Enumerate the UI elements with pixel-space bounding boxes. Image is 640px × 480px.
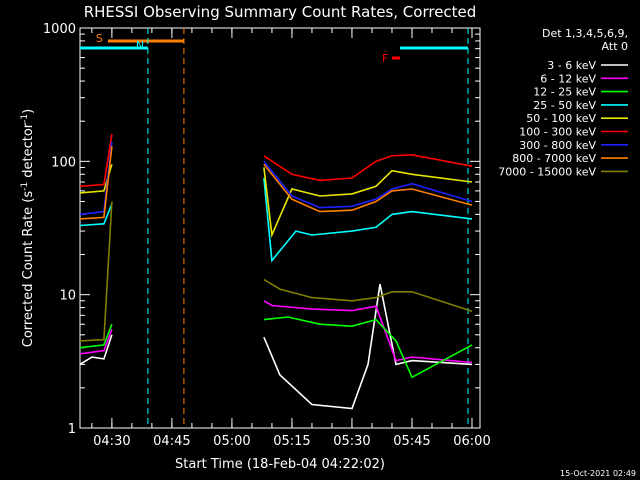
legend-entry-label: 25 - 50 keV <box>533 99 596 112</box>
y-axis-label-main: Corrected Count Rate (s <box>21 191 36 348</box>
series-line <box>263 300 473 364</box>
legend-entry-label: 100 - 300 keV <box>519 126 596 139</box>
chart-title: RHESSI Observing Summary Count Rates, Co… <box>84 3 477 21</box>
legend-entry-label: 3 - 6 keV <box>547 59 596 72</box>
legend-entry-label: 6 - 12 keV <box>540 72 596 85</box>
plot-layer: 1 10 100 1000 04:30 04:45 05:00 05:15 05:30 05:45… <box>43 22 491 449</box>
y-tick-label: 10 <box>59 289 76 304</box>
marker-label: N <box>136 39 144 52</box>
legend-entry-label: 800 - 7000 keV <box>512 152 596 165</box>
legend-header: Det 1,3,4,5,6,9, Att 0 <box>542 27 628 53</box>
x-tick-label: 04:30 <box>93 434 130 449</box>
y-axis-label: Corrected Count Rate (s-1 detector-1) <box>20 109 36 347</box>
series-line <box>263 316 473 379</box>
x-tick-label: 04:45 <box>153 434 190 449</box>
x-tick-label: 05:15 <box>273 434 310 449</box>
series-line <box>263 160 473 209</box>
series-line <box>80 334 113 366</box>
series-line <box>263 278 473 313</box>
y-axis-label-sup2: -1 <box>20 114 30 123</box>
marker-label: S <box>96 32 103 45</box>
legend-entry-label: 12 - 25 keV <box>533 86 596 99</box>
y-axis-label-mid: detector <box>21 122 36 182</box>
series-line <box>80 146 113 220</box>
series-line <box>263 163 473 213</box>
x-axis-label: Start Time (18-Feb-04 04:22:02) <box>175 457 385 472</box>
legend-header-line1: Det 1,3,4,5,6,9, <box>542 27 628 40</box>
y-axis-label-end: ) <box>21 109 36 114</box>
x-tick-label: 05:45 <box>393 434 430 449</box>
svg-text:Corrected Count Rate (s-1 dete: Corrected Count Rate (s-1 detector-1) <box>20 109 36 347</box>
series-line <box>80 141 113 216</box>
series-line <box>263 283 473 410</box>
y-tick-label: 100 <box>51 155 76 170</box>
x-tick-label: 06:00 <box>453 434 490 449</box>
series-line <box>80 201 113 342</box>
legend-entry-label: 300 - 800 keV <box>519 139 596 152</box>
y-axis-label-sup1: -1 <box>20 182 30 191</box>
plot-frame <box>79 27 481 429</box>
series-line <box>263 177 473 263</box>
series-line <box>80 329 113 355</box>
x-tick-label: 05:30 <box>333 434 370 449</box>
series-line <box>263 153 473 182</box>
y-tick-label: 1 <box>68 422 76 437</box>
legend-entry-label: 7000 - 15000 keV <box>498 165 596 178</box>
legend-header-line2: Att 0 <box>602 40 628 53</box>
marker-label: F <box>382 52 388 65</box>
x-tick-label: 05:00 <box>213 434 250 449</box>
legend-entry-label: 50 - 100 keV <box>526 112 596 125</box>
series-line <box>80 323 113 349</box>
series-line <box>263 167 473 239</box>
series-line <box>80 203 113 227</box>
y-tick-label: 1000 <box>43 22 76 37</box>
series-line <box>80 133 113 188</box>
timestamp: 15-Oct-2021 02:49 <box>560 469 636 478</box>
